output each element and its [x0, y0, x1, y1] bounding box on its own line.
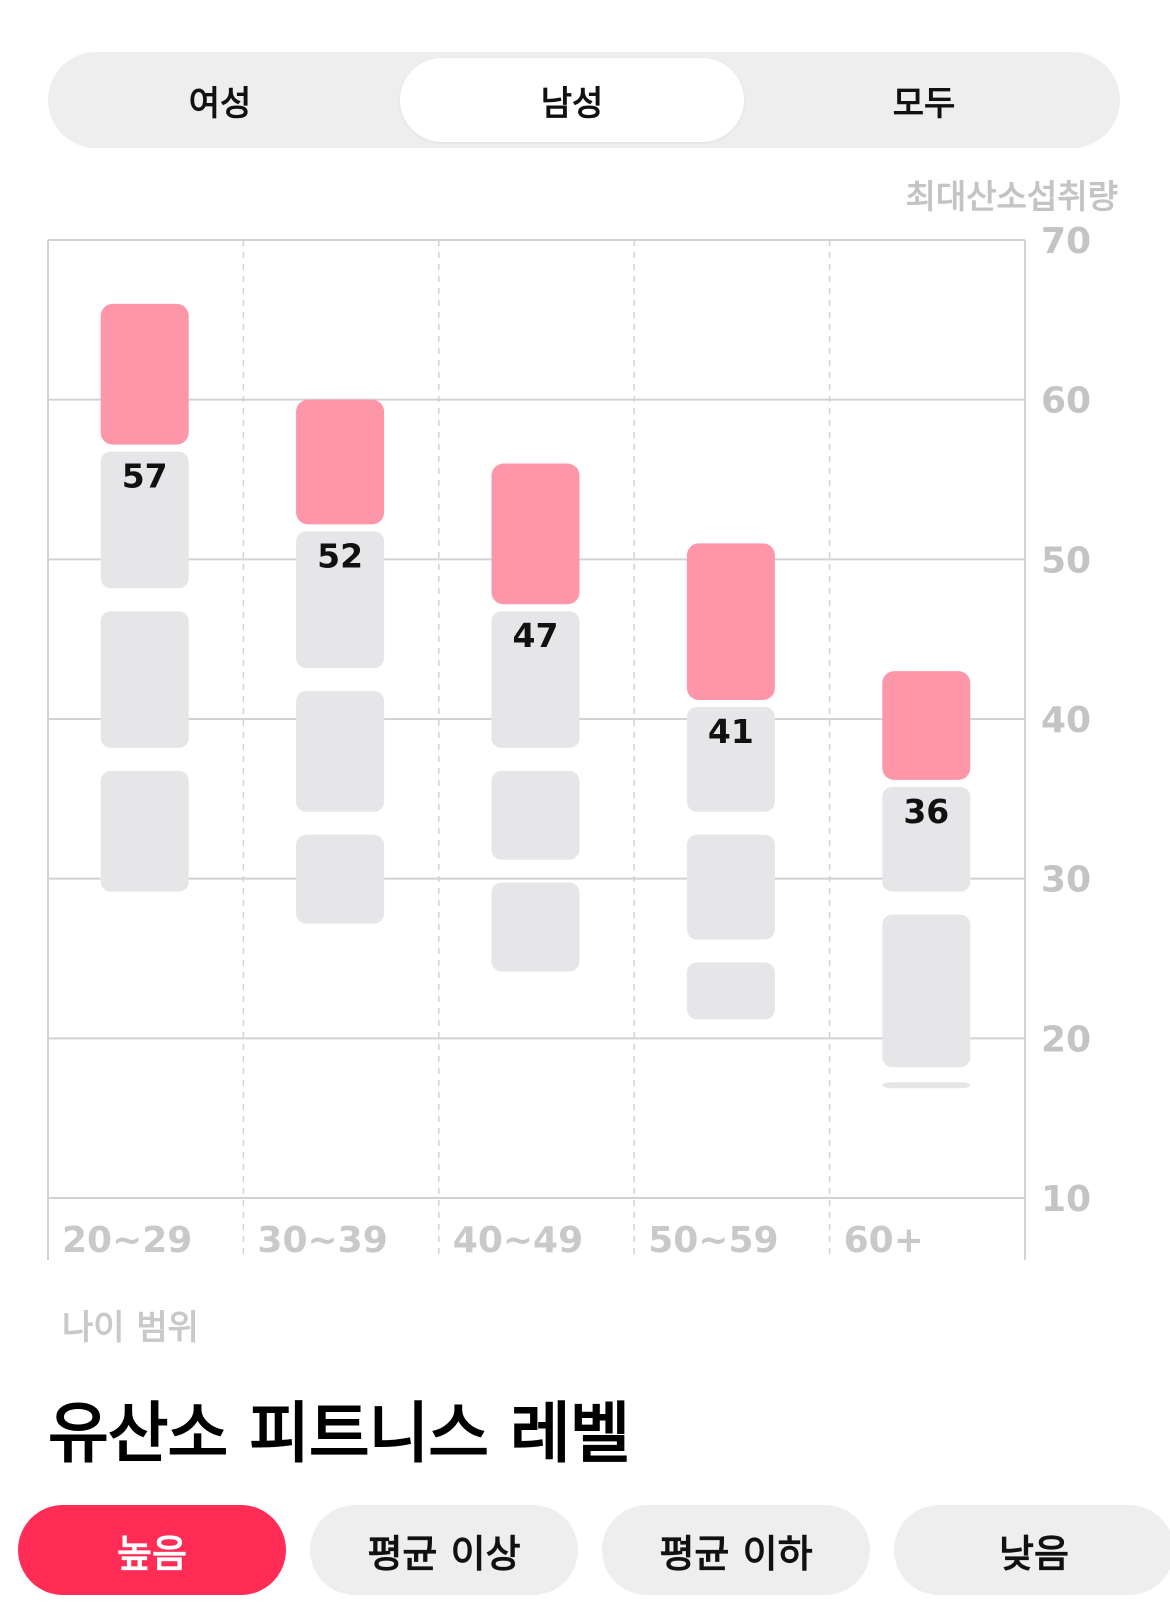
x-tick-label: 50~59 — [648, 1220, 778, 1261]
bar-segment — [491, 611, 580, 748]
x-axis-title: 나이 범위 — [62, 1308, 199, 1348]
x-tick-label: 30~39 — [257, 1220, 387, 1261]
bar-segment — [882, 914, 971, 1068]
bar-segment — [296, 834, 385, 924]
tab-female[interactable]: 여성 — [188, 83, 252, 124]
bar-value-label: 52 — [317, 536, 363, 575]
level-chip-above-average[interactable]: 평균 이상 — [310, 1505, 578, 1595]
y-tick-label: 20 — [1041, 1019, 1091, 1060]
bar-segment — [882, 1082, 971, 1089]
level-chip-below-average[interactable]: 평균 이하 — [602, 1505, 870, 1595]
vo2max-range-chart: 70 60 50 40 30 20 10 20~29 30~39 40~49 50~59 60+ 57 5… — [47, 221, 1091, 1261]
bar-segment — [882, 786, 971, 892]
bar-value-label: 41 — [708, 712, 754, 751]
y-tick-label: 40 — [1041, 700, 1091, 741]
bar-value-label: 47 — [513, 616, 559, 655]
bar-highlight — [100, 303, 189, 445]
bar-highlight — [882, 671, 971, 780]
bar-segment — [686, 834, 775, 940]
y-tick-label: 70 — [1041, 221, 1091, 262]
bar-highlight — [686, 543, 775, 701]
tab-male[interactable]: 남성 — [400, 58, 744, 142]
bar-highlight — [296, 399, 385, 525]
tab-all[interactable]: 모두 — [892, 83, 956, 124]
bar-highlight — [491, 463, 580, 605]
bar-segment — [100, 451, 189, 589]
bar-value-label: 36 — [903, 792, 949, 831]
section-title: 유산소 피트니스 레벨 — [48, 1395, 630, 1472]
level-chip-low[interactable]: 낮음 — [894, 1505, 1170, 1595]
bar-segment — [100, 611, 189, 748]
bar-value-label: 57 — [122, 457, 168, 496]
y-axis-title: 최대산소섭취량 — [905, 177, 1118, 216]
y-tick-label: 60 — [1041, 381, 1091, 422]
bar-segment — [100, 770, 189, 892]
level-chip-high[interactable]: 높음 — [18, 1505, 286, 1595]
bar-segment — [686, 707, 775, 812]
x-tick-label: 40~49 — [453, 1220, 583, 1261]
y-tick-label: 30 — [1041, 860, 1091, 901]
bar-segment — [491, 770, 580, 860]
x-tick-label: 60+ — [844, 1220, 924, 1261]
bar-segment — [296, 531, 385, 669]
y-tick-label: 50 — [1041, 540, 1091, 581]
bar-segment — [296, 691, 385, 812]
y-tick-label: 10 — [1041, 1179, 1091, 1220]
bar-segment — [491, 882, 580, 972]
x-tick-label: 20~29 — [62, 1220, 192, 1261]
gender-segmented-control: 여성 남성 모두 — [48, 52, 1120, 148]
bar-segment — [686, 962, 775, 1020]
